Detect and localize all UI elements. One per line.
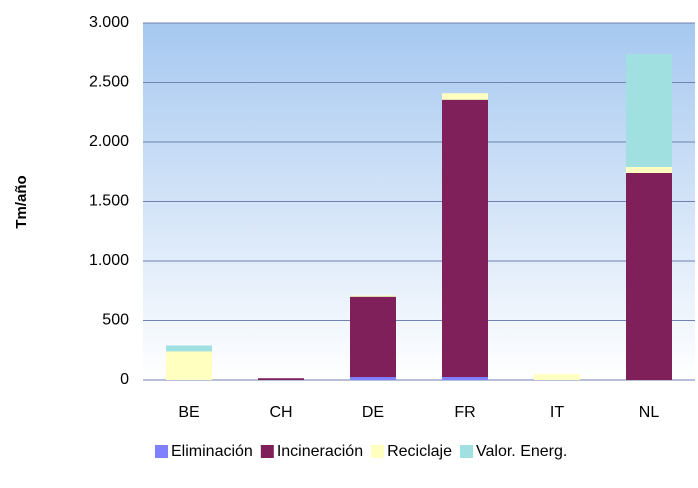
y-tick-label: 2.000 (89, 133, 129, 150)
x-tick-label: FR (454, 404, 475, 421)
bar-segment (350, 377, 396, 380)
legend-swatch (460, 445, 474, 458)
y-tick-label: 1.000 (89, 252, 129, 269)
x-tick-label: IT (550, 404, 564, 421)
bar-segment (626, 172, 672, 380)
bar-segment (166, 351, 212, 380)
bar-segment (442, 377, 488, 380)
y-tick-label: 1.500 (89, 193, 129, 210)
legend-label: Eliminación (171, 443, 253, 460)
legend-label: Incineración (277, 443, 363, 460)
y-tick-label: 500 (102, 312, 129, 329)
bar-segment (442, 93, 488, 100)
bar-segment (350, 296, 396, 378)
bar-segment (442, 99, 488, 378)
legend-label: Reciclaje (387, 443, 452, 460)
bar-segment (534, 374, 580, 380)
legend-label: Valor. Energ. (476, 443, 567, 460)
bar-segment (166, 345, 212, 352)
y-tick-label: 2.500 (89, 74, 129, 91)
legend-swatch (260, 445, 274, 458)
x-tick-label: BE (178, 404, 199, 421)
y-tick-label: 3.000 (89, 14, 129, 31)
x-tick-label: DE (362, 404, 384, 421)
bar-segment (258, 378, 304, 380)
y-axis-label: Tm/año (13, 175, 30, 228)
bar-segment (626, 53, 672, 167)
bar-segment (350, 295, 396, 297)
y-tick-label: 0 (120, 371, 129, 388)
legend-swatch (371, 445, 385, 458)
bar-segment (626, 166, 672, 173)
x-tick-label: NL (639, 404, 660, 421)
legend-swatch (155, 445, 168, 458)
x-tick-label: CH (269, 404, 292, 421)
